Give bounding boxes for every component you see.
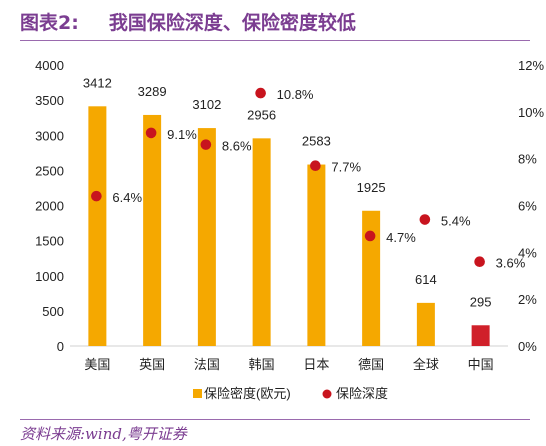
bar — [471, 325, 490, 346]
bar-data-label: 2956 — [247, 107, 276, 122]
depth-data-label: 5.4% — [441, 214, 471, 229]
category-tick-label: 韩国 — [249, 357, 275, 372]
bar — [362, 210, 381, 346]
chart-title: 我国保险深度、保险密度较低 — [108, 12, 356, 34]
category-tick-label: 德国 — [358, 357, 384, 372]
depth-data-label: 4.7% — [386, 230, 416, 245]
legend-density-label: 保险密度(欧元) — [204, 386, 291, 401]
bar-data-label: 3102 — [192, 97, 221, 112]
left-axis-tick-label: 1000 — [35, 269, 64, 284]
category-tick-label: 全球 — [413, 357, 439, 372]
bar-data-label: 295 — [470, 294, 492, 309]
depth-data-label: 7.7% — [331, 160, 361, 175]
right-axis-tick-label: 12% — [518, 58, 544, 73]
right-axis-tick-label: 2% — [518, 292, 537, 307]
category-tick-label: 日本 — [303, 357, 329, 372]
bar — [143, 114, 162, 346]
bar — [416, 302, 435, 346]
bar-data-label: 3412 — [83, 75, 112, 90]
left-axis-tick-label: 0 — [57, 339, 64, 354]
figure-label: 图表2: — [20, 12, 79, 34]
bar-data-label: 3289 — [138, 84, 167, 99]
category-tick-label: 美国 — [84, 357, 110, 372]
source-note: 资料来源:wind,粤开证券 — [20, 425, 187, 443]
right-axis-tick-label: 8% — [518, 152, 537, 167]
depth-point — [419, 214, 431, 225]
depth-data-label: 3.6% — [496, 256, 526, 271]
category-tick-label: 中国 — [468, 357, 494, 372]
legend-depth-label: 保险深度 — [336, 386, 388, 401]
depth-data-label: 9.1% — [167, 127, 197, 142]
bar — [88, 106, 107, 346]
bar-data-label: 1925 — [357, 180, 386, 195]
bar — [197, 128, 216, 346]
title-divider — [20, 40, 530, 41]
depth-point — [474, 256, 485, 268]
left-axis-tick-label: 2000 — [35, 199, 64, 214]
legend-density-swatch — [193, 389, 202, 398]
left-axis-tick-label: 3000 — [35, 128, 64, 143]
depth-point — [310, 160, 321, 171]
bar-data-label: 2583 — [302, 134, 331, 149]
bar — [252, 138, 271, 346]
left-axis-tick-label: 3500 — [35, 93, 64, 108]
bar-data-label: 614 — [415, 272, 437, 287]
depth-data-label: 6.4% — [112, 190, 142, 205]
depth-point — [200, 139, 212, 150]
left-axis-tick-label: 500 — [42, 304, 64, 319]
combo-chart: 0 500 1000 1500 2000 2500 3000 3500 4000 0% 2% 4% 6%… — [35, 58, 544, 401]
footer-divider — [20, 419, 530, 420]
depth-point — [145, 127, 157, 139]
right-axis-tick-label: 0% — [518, 339, 537, 354]
category-tick-label: 英国 — [139, 357, 165, 372]
legend-depth-marker — [322, 389, 332, 399]
figure-title: 图表2: 我国保险深度、保险密度较低 — [20, 8, 356, 35]
category-tick-label: 法国 — [194, 357, 220, 372]
depth-data-label: 8.6% — [222, 139, 252, 154]
right-axis-tick-label: 10% — [518, 105, 544, 120]
left-axis-tick-label: 1500 — [35, 234, 64, 249]
left-axis-tick-label: 4000 — [35, 58, 64, 73]
depth-point — [91, 190, 102, 202]
right-axis-tick-label: 4% — [518, 245, 537, 260]
bar — [307, 164, 326, 346]
depth-data-label: 10.8% — [277, 87, 314, 102]
depth-point — [255, 87, 266, 99]
right-axis-tick-label: 6% — [518, 199, 537, 214]
left-axis-tick-label: 2500 — [35, 163, 64, 178]
depth-point — [364, 230, 376, 242]
